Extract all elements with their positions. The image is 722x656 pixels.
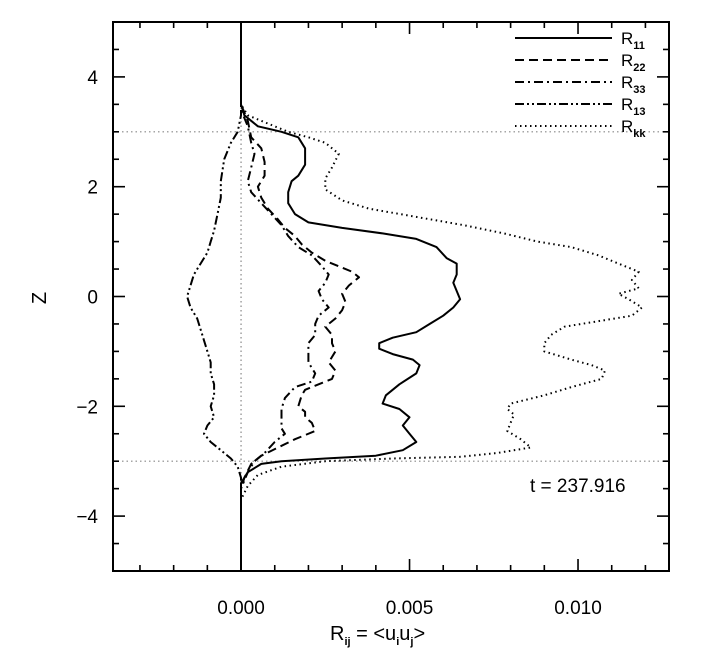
legend-label-r33: R33 [621,73,646,96]
legend-label-main: R [621,51,633,70]
legend-label-r13: R13 [621,95,646,118]
x-axis-label-r: R [330,623,344,645]
x-axis-label: Rij = <uiuj> [330,623,425,648]
legend-label-sub: 22 [633,62,645,74]
legend-label-main: R [621,29,633,48]
y-tick-label: 4 [87,68,98,89]
x-axis-label-sub: ij [344,636,350,648]
legend-label-r22: R22 [621,51,646,74]
x-axis-label-sub3: j [409,636,413,648]
series-line-r33 [240,22,330,571]
x-tick-label: 0.010 [554,598,602,619]
series-line-r13 [186,22,242,571]
y-axis-label: Z [29,292,51,304]
x-axis-label-rhs: = <u [351,623,397,645]
time-annotation: t = 237.916 [530,476,626,497]
y-tick-label: −2 [76,397,98,418]
legend-label-r11: R11 [621,29,645,52]
y-tick-label: 2 [87,178,98,199]
series-lines [186,22,643,571]
series-line-r22 [240,22,360,571]
x-axis-label-end: > [413,623,425,645]
legend-label-sub: kk [633,128,646,140]
x-axis-label-mid: u [399,623,410,645]
x-tick-label: 0.005 [386,598,434,619]
y-tick-label: 0 [87,288,98,309]
y-tick-label: −4 [76,507,98,528]
legend-label-main: R [621,73,633,92]
legend-label-main: R [621,117,633,136]
axis-ticks: 0.000 0.005 0.010 4 2 0 −2 −4 [76,21,669,619]
x-tick-label: 0.000 [217,598,265,619]
legend-label-main: R [621,95,633,114]
x-axis-label-sub2: i [396,636,399,648]
series-line-rkk [240,22,643,571]
series-line-r11 [240,22,462,571]
legend-label-sub: 11 [633,40,645,52]
legend-label-sub: 13 [633,106,645,118]
legend-label-sub: 33 [633,84,645,96]
legend-label-rkk: Rkk [621,117,646,140]
